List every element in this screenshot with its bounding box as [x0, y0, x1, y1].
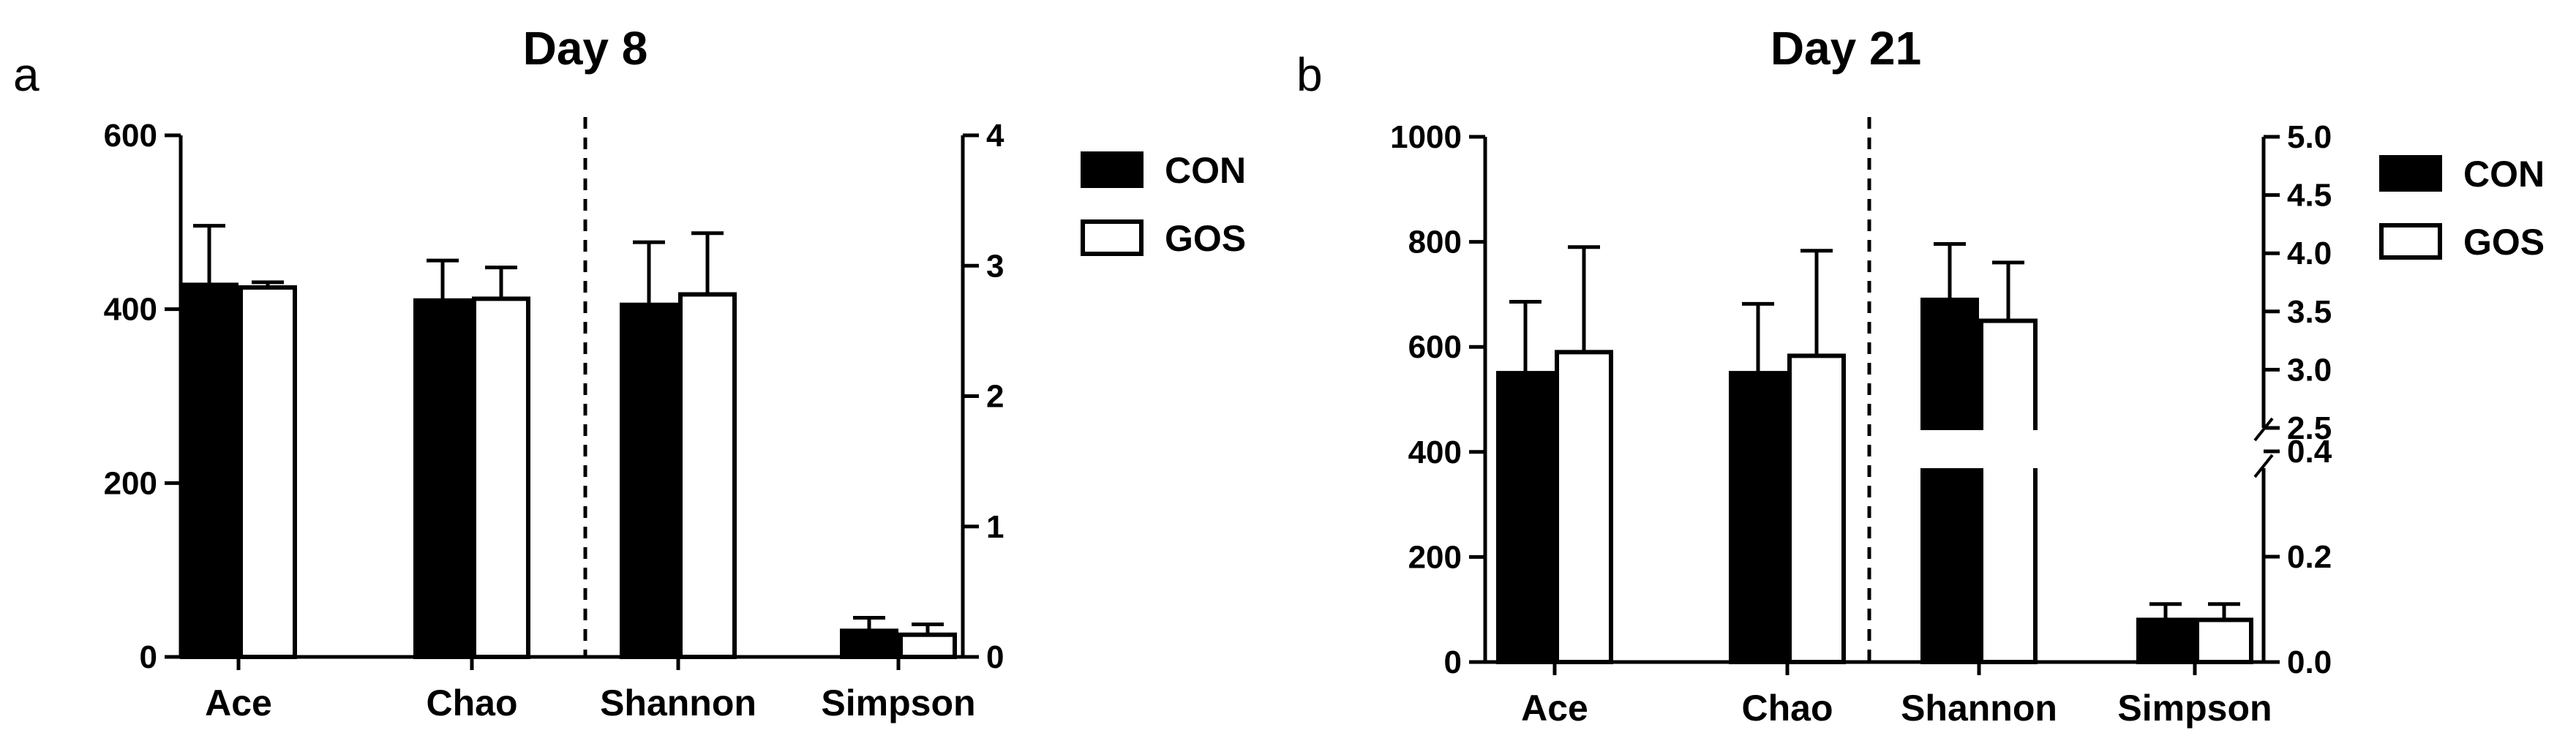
panel-b-right-tick-label: 2.5	[2287, 410, 2332, 446]
panel-b-right-tick-label: 4.5	[2287, 178, 2332, 214]
panel-a-right-tick-label: 3	[986, 248, 1004, 284]
panel-a-left-tick-label: 200	[104, 465, 157, 501]
panel-b-left-tick-label: 200	[1408, 539, 1462, 575]
panel-a-bar-gos-simpson	[898, 632, 957, 660]
panel-b-left-tick-label: 800	[1408, 225, 1462, 260]
panel-b-legend-swatch-gos	[2379, 223, 2442, 260]
panel-a-legend-swatch-con	[1081, 151, 1144, 188]
panel-b-axis-break-mark	[2253, 454, 2274, 478]
panel-a-bar-gos-chao	[472, 296, 530, 659]
panel-a-bar-gos-shannon	[678, 292, 737, 659]
panel-b-left-tick-label: 0	[1444, 644, 1462, 680]
panel-a-right-tick-label: 0	[986, 639, 1004, 675]
panel-b-right-tick-label: 5.0	[2287, 119, 2332, 155]
panel-a-category-label: Ace	[205, 683, 272, 723]
panel-b-bar-gos-ace	[1555, 350, 1613, 664]
panel-b-left-tick-label: 1000	[1390, 119, 1462, 155]
panel-b-bar-con-ace	[1496, 371, 1555, 664]
panel-b-right-tick-label: 0.4	[2287, 434, 2332, 470]
panel-a-category-label: Simpson	[821, 683, 975, 723]
panel-a-category-label: Shannon	[600, 683, 756, 723]
panel-b-bar-con-simpson	[2136, 617, 2195, 665]
panel-a-left-tick-label: 600	[104, 118, 157, 154]
panel-a-label: a	[13, 48, 40, 101]
panel-b-chart: 0 200 400 600 800 1000 0.0 0.2 0.42.5 3.0 3.5 4.0 4.…	[1390, 117, 2545, 729]
panel-b-bar-con-shannon	[1920, 297, 1979, 664]
panel-a-title: Day 8	[523, 22, 648, 75]
panel-b-bar-con-chao	[1729, 371, 1787, 664]
panel-a-category-label: Chao	[427, 683, 518, 723]
panel-a-bar-con-ace	[180, 282, 239, 659]
panel-b-bar-gos-simpson	[2195, 617, 2253, 665]
panel-a-right-tick-label: 1	[986, 509, 1004, 545]
panel-b-right-tick-label: 0.0	[2287, 644, 2332, 680]
panel-a-legend-label-con: CON	[1165, 150, 1246, 191]
panel-b-left-tick-label: 600	[1408, 329, 1462, 365]
panel-b-legend-swatch-con	[2379, 155, 2442, 192]
panel-a-bar-con-shannon	[620, 302, 678, 659]
panel-a-right-tick-label: 2	[986, 379, 1004, 415]
panel-a-left-tick-label: 400	[104, 292, 157, 328]
panel-a-chart: 0 200 400 600 0 1 2 3 4 Ace Chao Shannon Simpson CON G…	[104, 117, 1246, 723]
panel-b-axis-break-gap	[1916, 430, 2042, 468]
panel-b-category-label: Shannon	[1901, 688, 2057, 729]
panel-b-category-label: Ace	[1521, 688, 1588, 729]
panel-b-left-tick-label: 400	[1408, 435, 1462, 470]
panel-a-legend-label-gos: GOS	[1165, 218, 1246, 259]
panel-b-legend-label-gos: GOS	[2463, 222, 2545, 263]
panel-a-bar-gos-ace	[239, 285, 297, 659]
panel-a-right-tick-label: 4	[986, 118, 1005, 154]
panel-a-legend-swatch-gos	[1081, 219, 1144, 256]
panel-b-legend-label-con: CON	[2463, 154, 2545, 195]
panel-b-label: b	[1296, 48, 1323, 101]
panel-a-bar-con-chao	[413, 298, 472, 659]
panel-b-bar-gos-chao	[1787, 353, 1846, 664]
panel-b-right-tick-label: 4.0	[2287, 236, 2332, 271]
panel-b-title: Day 21	[1770, 22, 1921, 75]
panel-b-category-label: Chao	[1742, 688, 1833, 729]
panel-b-right-tick-label: 3.0	[2287, 352, 2332, 388]
panel-b-category-label: Simpson	[2117, 688, 2272, 729]
panel-b-right-tick-label: 0.2	[2287, 539, 2332, 575]
panel-b-right-tick-label: 3.5	[2287, 294, 2332, 330]
panel-b-bar-gos-shannon	[1979, 318, 2038, 664]
panel-a-bar-con-simpson	[840, 628, 898, 659]
panel-a-left-tick-label: 0	[140, 639, 157, 675]
